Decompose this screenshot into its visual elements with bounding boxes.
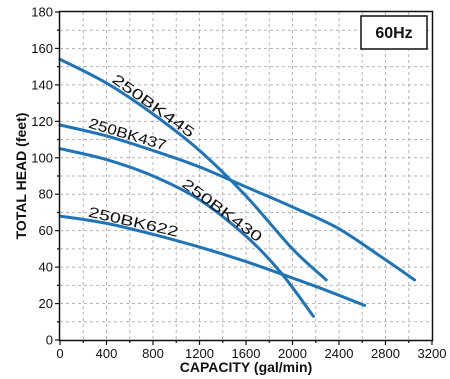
y-tick-label: 140 (31, 77, 53, 92)
curve-label-250bk430: 250BK430 (179, 176, 265, 246)
frequency-badge: 60Hz (360, 15, 428, 50)
x-tick-label: 3200 (418, 346, 447, 361)
y-tick-label: 80 (39, 187, 53, 202)
x-tick-label: 0 (56, 346, 63, 361)
y-axis-title: TOTAL HEAD (feet) (13, 113, 29, 240)
x-tick-label: 1200 (185, 346, 214, 361)
curve-250bk445 (58, 57, 328, 282)
curve-250bk437 (58, 123, 417, 282)
y-tick-label: 60 (39, 223, 53, 238)
frequency-badge-box (360, 15, 428, 50)
y-tick-label: 160 (31, 41, 53, 56)
y-tick-label: 180 (31, 5, 53, 20)
x-axis-title: CAPACITY (gal/min) (180, 359, 313, 375)
plot-frame (58, 10, 434, 342)
x-tick-label: 800 (142, 346, 164, 361)
frequency-badge-text: 60Hz (375, 25, 412, 42)
tick-labels: 0 400 800 1200 1600 2000 2400 2800 3200 0 20 40 60 80… (31, 5, 446, 362)
x-tick-label: 2000 (278, 346, 307, 361)
y-tick-label: 40 (39, 260, 53, 275)
curve-250bk622 (58, 214, 367, 307)
gridlines (60, 12, 432, 340)
y-tick-label: 120 (31, 114, 53, 129)
curve-250bk430 (58, 147, 315, 318)
curves (58, 57, 417, 318)
tick-marks (55, 11, 433, 345)
x-tick-label: 400 (96, 346, 118, 361)
curve-label-250bk622: 250BK622 (87, 205, 180, 241)
x-tick-label: 2400 (325, 346, 354, 361)
y-tick-label: 20 (39, 296, 53, 311)
x-tick-label: 1600 (232, 346, 261, 361)
y-tick-label: 100 (31, 150, 53, 165)
x-tick-label: 2800 (371, 346, 400, 361)
y-tick-label: 0 (46, 333, 53, 348)
